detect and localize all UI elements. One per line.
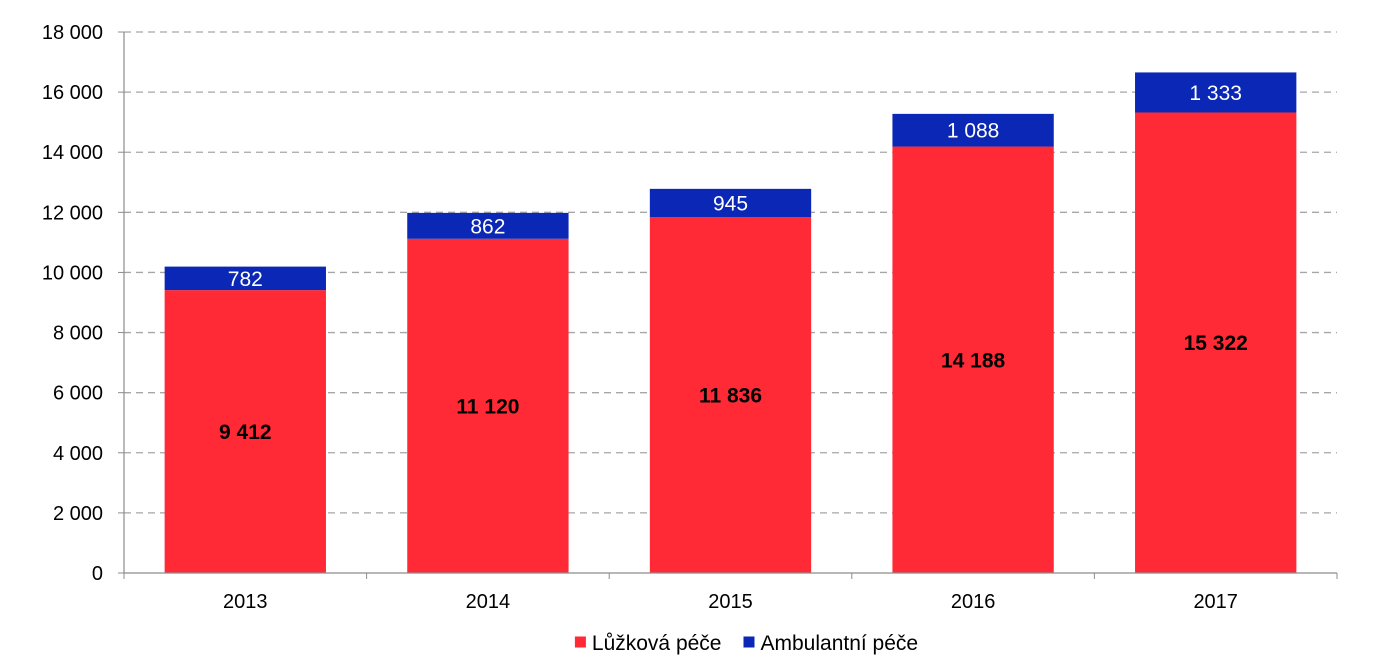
bar-ambulantni [649, 188, 812, 218]
data-label-ambulantni: 1 333 [1189, 82, 1242, 105]
x-tick-label: 2013 [223, 591, 268, 613]
x-tick-label: 2016 [951, 591, 996, 613]
y-tick-label: 16 000 [42, 82, 103, 104]
bar-lozkova [892, 146, 1054, 573]
legend: Lůžková péče Ambulantní péče [574, 632, 918, 655]
bar-ambulantni [164, 266, 326, 291]
x-tick-label: 2017 [1193, 591, 1238, 613]
x-tick-label: 2015 [708, 591, 753, 613]
y-tick-label: 10 000 [42, 262, 103, 284]
data-label-ambulantni: 862 [470, 215, 505, 238]
bars-layer [164, 72, 1297, 574]
x-tick-label: 2014 [466, 591, 511, 613]
data-label-ambulantni: 945 [713, 193, 748, 216]
y-tick-label: 6 000 [53, 383, 103, 405]
bar-lozkova [407, 238, 569, 573]
bar-ambulantni [407, 212, 569, 239]
bar-lozkova [164, 290, 326, 573]
data-label-lozkova: 15 322 [1184, 332, 1248, 355]
data-label-lozkova: 11 836 [699, 385, 762, 408]
legend-label-ambulantni: Ambulantní péče [760, 632, 918, 655]
y-tick-label: 2 000 [53, 503, 103, 525]
bar-ambulantni [1135, 72, 1297, 113]
labels-layer: 9 412 782 11 120 862 11 836 945 14 188 1 088 15 … [219, 82, 1248, 444]
bar-ambulantni [892, 113, 1054, 147]
y-tick-label: 0 [92, 563, 103, 585]
y-tick-label: 12 000 [42, 202, 103, 224]
bar-lozkova [1135, 112, 1297, 574]
data-label-lozkova: 9 412 [219, 421, 272, 444]
axis-layer: 0 2 000 4 000 6 000 8 000 10 000 12 000 14 000 1… [42, 22, 1338, 613]
y-tick-label: 18 000 [42, 22, 103, 44]
data-label-lozkova: 14 188 [941, 349, 1006, 372]
y-tick-label: 4 000 [53, 443, 103, 465]
legend-swatch-ambulantni [743, 636, 755, 648]
data-label-lozkova: 11 120 [456, 395, 519, 418]
y-tick-label: 14 000 [42, 142, 103, 164]
legend-swatch-lozkova [574, 636, 586, 648]
bar-lozkova [649, 217, 812, 573]
data-label-ambulantni: 1 088 [947, 120, 1000, 143]
y-tick-label: 8 000 [53, 323, 103, 345]
data-label-ambulantni: 782 [228, 268, 263, 291]
legend-label-lozkova: Lůžková péče [592, 632, 722, 655]
